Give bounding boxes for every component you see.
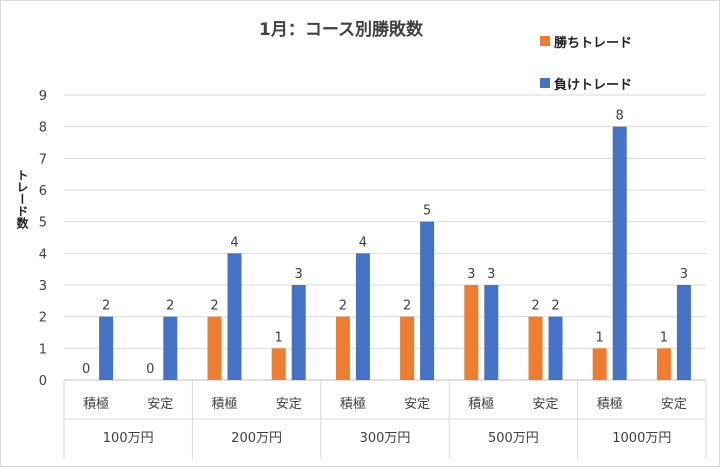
legend-label-win: 勝ちトレード	[554, 35, 633, 51]
data-label-win: 2	[403, 299, 411, 314]
bar-loss	[676, 285, 691, 380]
data-label-loss: 4	[230, 235, 238, 250]
data-label-loss: 2	[551, 299, 559, 314]
data-label-win: 2	[531, 299, 539, 314]
data-label-win: 1	[275, 330, 283, 345]
legend-label-loss: 負けトレード	[554, 77, 633, 93]
x-category-label: 積極	[340, 396, 366, 412]
bar-win	[271, 348, 286, 380]
x-category-label: 積極	[211, 396, 237, 412]
y-tick-label: 6	[39, 184, 47, 199]
data-label-loss: 3	[487, 267, 495, 282]
y-tick-label: 5	[39, 216, 47, 231]
bar-win	[464, 285, 479, 380]
y-axis-label: トレード数	[15, 169, 29, 229]
x-category-label: 安定	[532, 397, 558, 412]
data-label-loss: 5	[423, 204, 431, 219]
x-category-label: 安定	[404, 397, 430, 412]
data-label-win: 0	[82, 362, 90, 377]
bar-loss	[612, 126, 627, 381]
y-tick-label: 3	[39, 279, 47, 294]
bar-loss	[548, 316, 563, 380]
data-label-loss: 4	[359, 235, 367, 250]
bar-win	[400, 316, 415, 380]
legend-item-loss: 負けトレード	[540, 73, 632, 93]
chart-title: 1月：コース別勝敗数	[259, 20, 423, 40]
bar-loss	[355, 253, 370, 380]
data-label-win: 2	[339, 299, 347, 314]
bar-win	[656, 348, 671, 380]
bar-loss	[484, 285, 499, 380]
data-label-loss: 2	[166, 299, 174, 314]
y-tick-label: 1	[39, 342, 47, 357]
data-label-win: 1	[660, 330, 668, 345]
data-label-loss: 3	[295, 267, 303, 282]
x-group-label: 100万円	[103, 431, 154, 446]
bar-loss	[227, 253, 242, 380]
x-group-label: 1000万円	[612, 431, 671, 446]
y-tick-label: 8	[39, 121, 47, 136]
legend-swatch-loss	[540, 78, 550, 88]
y-tick-label: 2	[39, 311, 47, 326]
bar-loss	[420, 221, 435, 380]
bar-win	[207, 316, 222, 380]
data-label-loss: 3	[680, 267, 688, 282]
x-category-label: 積極	[468, 396, 494, 412]
x-group-label: 500万円	[488, 431, 539, 446]
x-group-label: 200万円	[231, 431, 282, 446]
data-label-loss: 2	[102, 299, 110, 314]
x-category-label: 積極	[83, 396, 109, 412]
data-label-win: 3	[467, 267, 475, 282]
x-category-label: 安定	[661, 397, 687, 412]
x-group-label: 300万円	[360, 431, 411, 446]
x-category-label: 安定	[147, 397, 173, 412]
bar-win	[528, 316, 543, 380]
y-tick-label: 7	[39, 152, 47, 167]
legend-item-win: 勝ちトレード	[540, 31, 632, 51]
y-tick-label: 9	[39, 89, 47, 104]
bar-win	[592, 348, 607, 380]
data-label-win: 0	[146, 362, 154, 377]
x-category-label: 積極	[597, 396, 623, 412]
legend: 勝ちトレード 負けトレード	[540, 31, 632, 93]
x-category-label: 安定	[276, 397, 302, 412]
y-tick-label: 4	[39, 247, 47, 262]
bar-loss	[291, 285, 306, 380]
data-label-win: 1	[596, 330, 604, 345]
bar-loss	[163, 316, 178, 380]
y-tick-label: 0	[39, 374, 47, 389]
data-label-win: 2	[210, 299, 218, 314]
legend-swatch-win	[540, 36, 550, 46]
bar-win	[335, 316, 350, 380]
bar-loss	[99, 316, 114, 380]
data-label-loss: 8	[616, 109, 624, 124]
